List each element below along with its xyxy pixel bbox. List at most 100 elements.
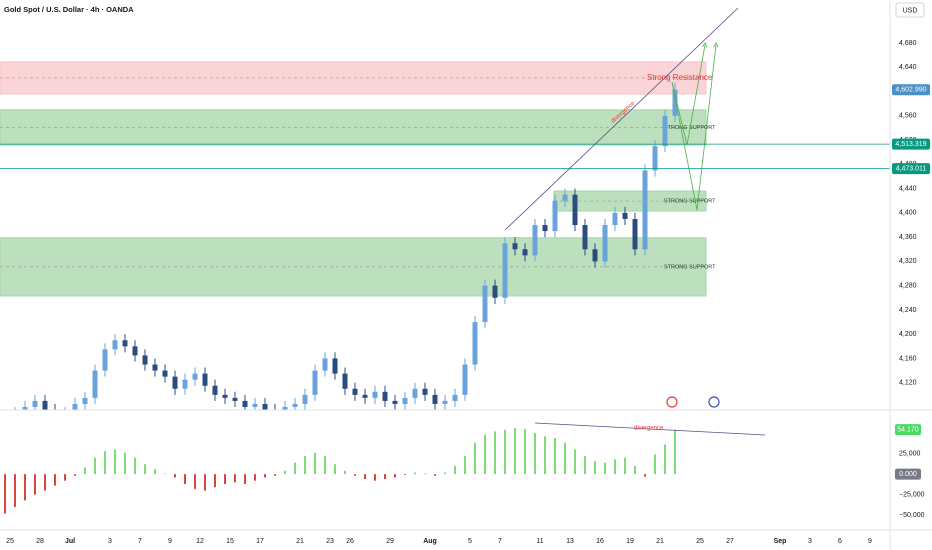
candle-body (652, 146, 658, 171)
y-tick-label: 4,360 (899, 234, 917, 241)
currency-box[interactable] (895, 2, 925, 18)
level-box (892, 84, 930, 96)
histogram-bar (314, 452, 316, 475)
candle-body (622, 212, 628, 219)
value-box (895, 468, 921, 480)
histogram-bar (284, 470, 286, 475)
candle-body (122, 340, 128, 347)
histogram-bar (194, 474, 196, 489)
histogram-bar (384, 474, 386, 480)
event-icon (666, 396, 678, 408)
histogram-bar (594, 460, 596, 475)
x-tick-label: 9 (868, 538, 872, 545)
candle-body (252, 403, 258, 407)
candle-body (462, 364, 468, 395)
x-tick-label: 7 (138, 538, 142, 545)
histogram-bar (184, 474, 186, 484)
histogram-bar (514, 428, 516, 475)
candle-body (612, 212, 618, 226)
candle-body (362, 394, 368, 398)
histogram-bar (554, 437, 556, 475)
candle-body (212, 385, 218, 395)
candle-body (592, 249, 598, 262)
x-tick-label: 17 (256, 538, 264, 545)
candle-body (412, 388, 418, 398)
histogram-bar (354, 474, 356, 476)
histogram-bar (144, 464, 146, 475)
candle-body (32, 400, 38, 407)
histogram-bar (134, 457, 136, 475)
histogram-bar (564, 442, 566, 475)
candle-body (572, 194, 578, 226)
y-tick-label: 4,280 (899, 283, 917, 290)
histogram-bar (604, 462, 606, 475)
candle-body (22, 406, 28, 410)
x-tick-label: 7 (498, 538, 502, 545)
histogram-bar (634, 465, 636, 475)
histogram-bar (394, 474, 396, 478)
histogram-bar (4, 474, 6, 514)
x-tick-label: 5 (468, 538, 472, 545)
candle-body (232, 397, 238, 401)
histogram-bar (424, 473, 426, 475)
histogram-bar (584, 456, 586, 475)
candle-body (282, 406, 288, 410)
candle-body (42, 400, 48, 410)
histogram-bar (114, 449, 116, 475)
histogram-bar (574, 449, 576, 475)
candle-body (642, 170, 648, 250)
y-tick-label: 4,320 (899, 258, 917, 265)
histogram-bar (74, 474, 76, 476)
histogram-bar (174, 474, 176, 478)
histogram-bar (544, 436, 546, 475)
candle-body (372, 391, 378, 398)
candle-body (342, 373, 348, 389)
candle-body (432, 394, 438, 404)
histogram-bar (464, 456, 466, 475)
histogram-bar (24, 474, 26, 501)
candle-body (292, 403, 298, 407)
histogram-bar (344, 470, 346, 475)
histogram-bar (44, 474, 46, 491)
zone-label: Strong Resistance (647, 73, 713, 82)
histogram-bar (654, 454, 656, 475)
candle-body (422, 388, 428, 395)
candle-body (322, 358, 328, 371)
x-tick-label: 11 (536, 538, 543, 545)
candle-body (482, 285, 488, 323)
level-box (892, 163, 930, 175)
histogram-bar (154, 469, 156, 475)
candle-body (492, 285, 498, 298)
histogram-bar (214, 474, 216, 488)
level-label: 4,513.319 (895, 141, 926, 148)
value-label: 0.000 (899, 471, 917, 478)
level-label: 4,473.011 (896, 165, 927, 172)
candle-body (442, 400, 448, 404)
candle-body (172, 376, 178, 389)
x-tick-label: 9 (168, 538, 172, 545)
histogram-bar (434, 474, 436, 476)
currency[interactable]: USD (903, 7, 918, 14)
candle-body (552, 200, 558, 232)
candle-body (352, 388, 358, 395)
histogram-bar (334, 464, 336, 475)
x-tick-label: 15 (226, 538, 234, 545)
histogram-bar (494, 431, 496, 475)
histogram-bar (124, 452, 126, 475)
histogram-bar (404, 474, 406, 475)
histogram-bar (254, 474, 256, 481)
histogram-bar (454, 465, 456, 475)
divergence-line (534, 422, 766, 436)
y-tick-label: 4,200 (899, 331, 917, 338)
candle-body (152, 364, 158, 371)
x-tick-label: 21 (656, 538, 664, 545)
y-tick-label: 4,640 (899, 64, 917, 71)
histogram-bar (274, 474, 276, 476)
y-tick-label: 4,560 (899, 113, 917, 120)
candle-body (222, 394, 228, 398)
candle-body (332, 358, 338, 374)
zone-label: STRONG SUPPORT (664, 264, 716, 270)
candle-body (382, 391, 388, 401)
x-tick-label: 12 (196, 538, 204, 545)
